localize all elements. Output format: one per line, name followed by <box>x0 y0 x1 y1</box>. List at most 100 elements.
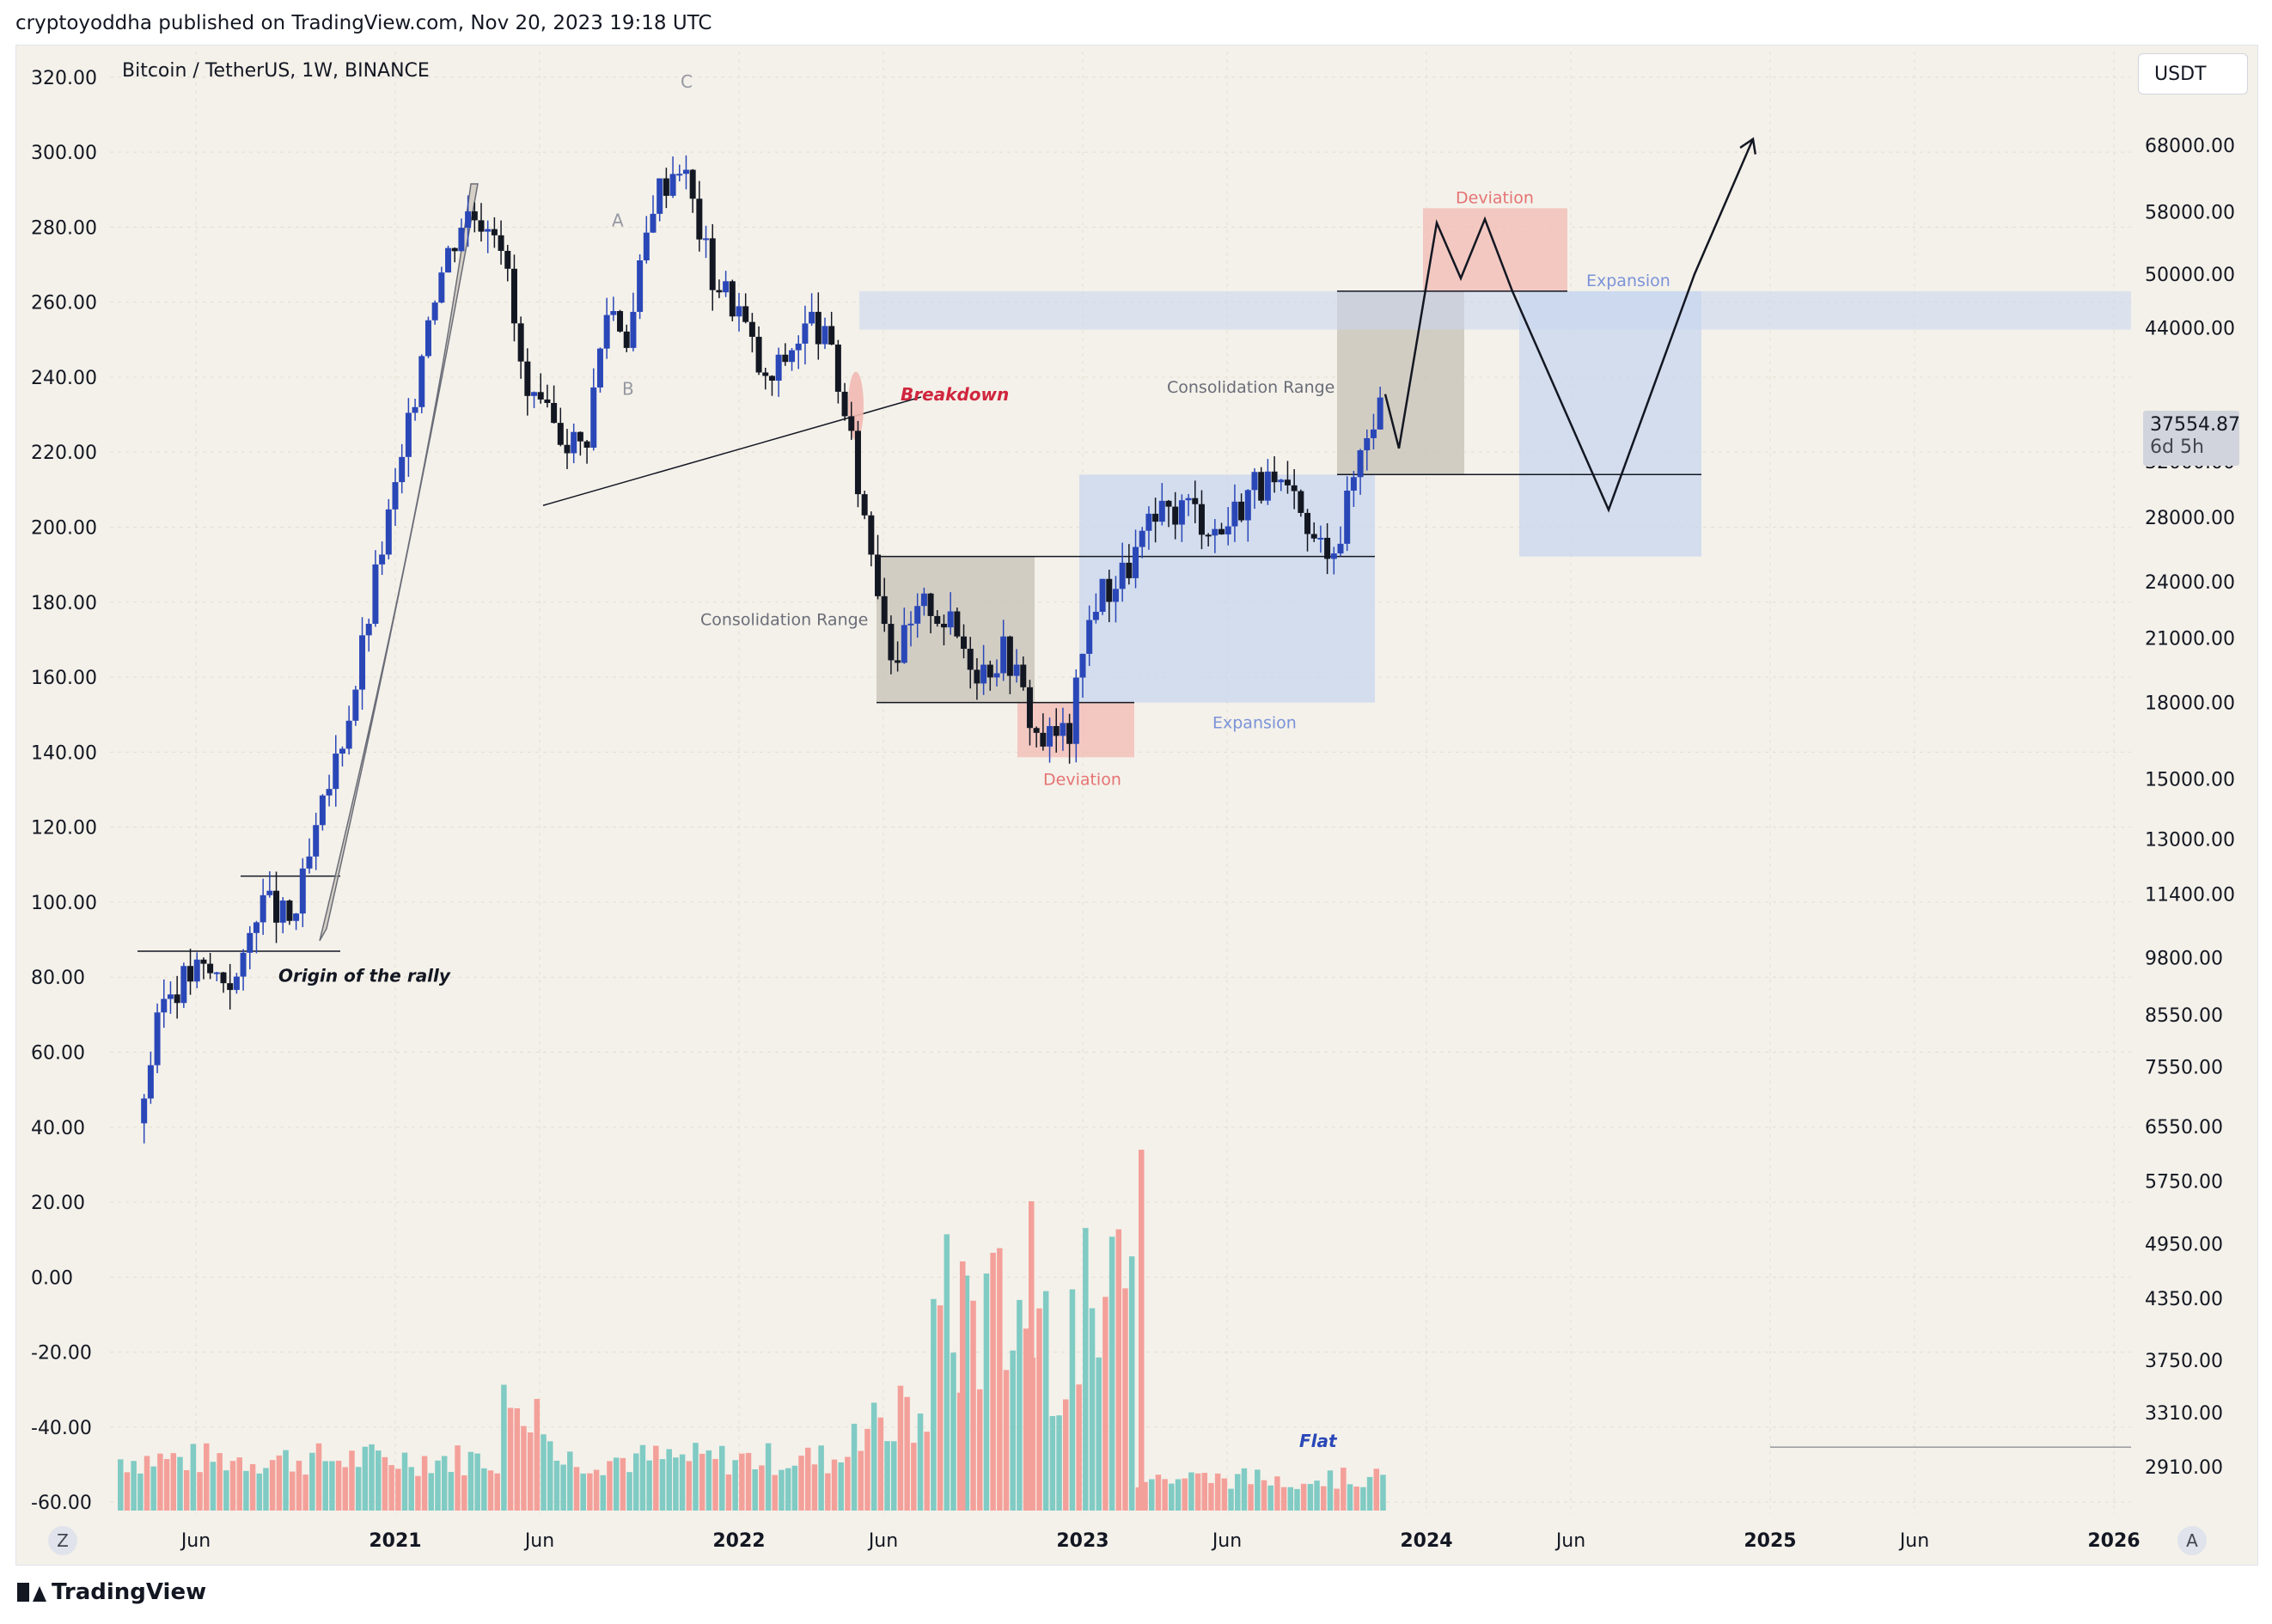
volume-bar <box>1128 1256 1135 1511</box>
candle-body <box>405 412 412 457</box>
volume-bar <box>779 1469 785 1511</box>
volume-bar <box>448 1471 455 1511</box>
volume-bar <box>870 1402 877 1511</box>
candle-body <box>861 494 868 516</box>
volume-bar <box>1380 1474 1386 1511</box>
volume-bar <box>229 1461 236 1511</box>
candle-body <box>1337 543 1344 554</box>
volume-bar <box>990 1252 996 1511</box>
volume-bar <box>673 1457 679 1511</box>
right-axis-tick: 58000.00 <box>2145 203 2235 224</box>
left-axis-tick: 80.00 <box>31 968 85 989</box>
auto-scale-left-button[interactable]: Z <box>48 1526 77 1555</box>
volume-bar <box>474 1453 480 1511</box>
volume-bar <box>1089 1308 1096 1511</box>
volume-bar <box>309 1452 315 1511</box>
trendline <box>542 396 922 506</box>
candle-body <box>1278 479 1285 483</box>
volume-bar <box>547 1441 553 1511</box>
left-axis-tick: 280.00 <box>31 217 97 239</box>
annotation-wave: C <box>681 71 693 92</box>
volume-bar <box>759 1465 765 1511</box>
volume-bar <box>1188 1472 1194 1511</box>
right-axis-tick: 4950.00 <box>2145 1235 2223 1256</box>
candle-body <box>445 247 452 273</box>
right-axis-tick: 3750.00 <box>2145 1351 2223 1372</box>
volume-bar <box>679 1454 686 1511</box>
candle-body <box>828 326 835 345</box>
volume-bar <box>315 1443 322 1511</box>
x-axis-tick: 2026 <box>2087 1530 2140 1552</box>
x-axis-tick: Jun <box>1554 1530 1585 1552</box>
right-axis-tick: 21000.00 <box>2145 628 2235 650</box>
volume-bar <box>1029 1201 1035 1511</box>
candle-body <box>596 348 603 388</box>
left-axis-tick: 20.00 <box>31 1193 85 1214</box>
candle-body <box>345 720 352 749</box>
candle-body <box>961 636 968 650</box>
currency-button[interactable]: USDT <box>2138 53 2248 95</box>
candle-body <box>498 235 504 251</box>
volume-bar <box>818 1445 824 1511</box>
candle-body <box>240 952 247 977</box>
volume-bar <box>1162 1479 1168 1511</box>
x-axis-tick: Jun <box>523 1530 554 1552</box>
volume-bar <box>560 1464 566 1511</box>
candle-body <box>768 375 775 382</box>
publisher-line: cryptoyoddha published on TradingView.co… <box>15 12 712 34</box>
volume-bar <box>1248 1484 1254 1511</box>
volume-bar <box>415 1475 421 1511</box>
volume-bar <box>693 1443 699 1511</box>
candle-body <box>940 623 947 628</box>
volume-bar <box>1076 1384 1082 1511</box>
volume-bar <box>752 1468 758 1511</box>
candle-body <box>392 482 399 510</box>
candle-body <box>1198 504 1205 535</box>
volume-bar <box>1169 1483 1175 1511</box>
symbol-legend[interactable]: Bitcoin / TetherUS, 1W, BINANCE <box>122 60 430 82</box>
right-axis-tick: 15000.00 <box>2145 770 2235 791</box>
candle-body <box>1139 530 1145 547</box>
volume-bar <box>593 1469 600 1511</box>
volume-bar <box>944 1234 950 1511</box>
volume-bar <box>626 1472 632 1511</box>
candle-body <box>1192 498 1199 504</box>
candle-body <box>1060 723 1066 736</box>
candle-body <box>967 649 974 670</box>
volume-bar <box>1255 1469 1261 1511</box>
candle-body <box>339 748 345 754</box>
candle-body <box>907 623 914 626</box>
volume-bar <box>858 1450 864 1511</box>
volume-bar <box>276 1455 283 1511</box>
candle-body <box>723 281 730 293</box>
auto-scale-right-button[interactable]: A <box>2177 1526 2207 1555</box>
volume-bar <box>1300 1483 1307 1511</box>
volume-bar <box>772 1474 779 1511</box>
volume-bar <box>170 1453 177 1511</box>
volume-bar <box>851 1423 858 1511</box>
candle-body <box>1231 501 1238 527</box>
x-axis-tick: 2022 <box>712 1530 765 1552</box>
left-axis-tick: 260.00 <box>31 293 97 314</box>
candle-body <box>1133 546 1139 578</box>
left-axis-tick: -20.00 <box>31 1343 92 1365</box>
candle-body <box>623 331 630 348</box>
volume-bar <box>1321 1486 1327 1511</box>
candle-body <box>438 272 445 303</box>
volume-bar <box>534 1399 541 1511</box>
volume-bar <box>441 1456 448 1511</box>
volume-bar <box>144 1456 150 1511</box>
volume-bar <box>1228 1488 1234 1511</box>
candle-body <box>802 323 809 344</box>
candle-body <box>1258 472 1265 501</box>
volume-bar <box>963 1275 970 1511</box>
volume-bar <box>1135 1487 1142 1511</box>
volume-bar <box>1155 1474 1162 1511</box>
volume-bar <box>825 1473 831 1511</box>
right-axis-tick: 2910.00 <box>2145 1457 2223 1479</box>
candle-body <box>1330 553 1337 559</box>
candle-body <box>980 664 987 684</box>
x-axis-tick: 2024 <box>1400 1530 1452 1552</box>
parabolic-curve <box>319 183 479 942</box>
volume-bar <box>613 1457 620 1511</box>
